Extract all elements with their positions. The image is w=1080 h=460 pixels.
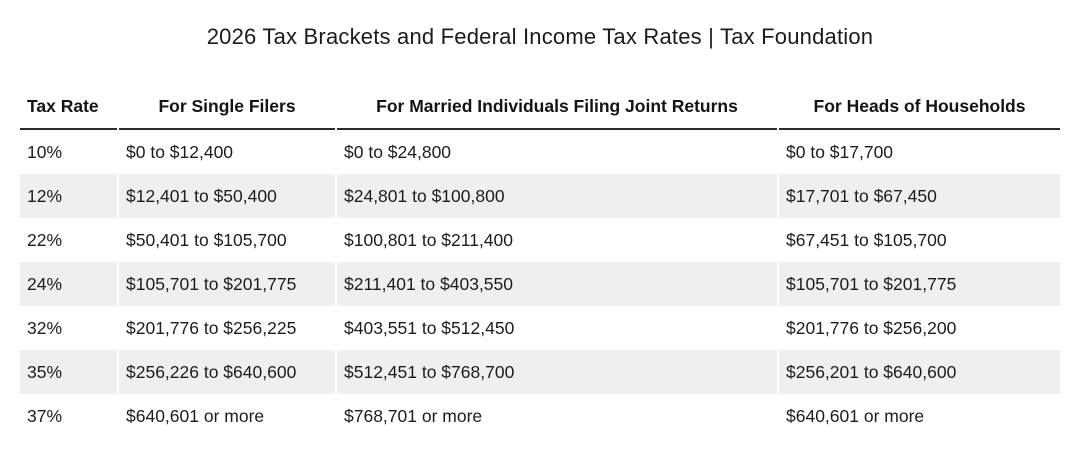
column-header-for-single-filers: For Single Filers <box>119 88 335 130</box>
table-row-24: 24% $105,701 to $201,775 $211,401 to $403,… <box>20 262 1060 306</box>
table-row-35: 35% $256,226 to $640,600 $512,451 to $768,… <box>20 350 1060 394</box>
table-row-32: 32% $201,776 to $256,225 $403,551 to $512,… <box>20 306 1060 350</box>
bracket-range-cell: $50,401 to $105,700 <box>126 230 287 250</box>
bracket-range-cell: $0 to $12,400 <box>126 142 234 162</box>
table-header: Tax Rate For Single Filers For Married Ind… <box>20 88 1060 130</box>
bracket-range-cell: $0 to $17,700 <box>786 142 894 162</box>
bracket-range-cell: $24,801 to $100,800 <box>337 174 777 218</box>
bracket-range-cell: $17,701 to $67,450 <box>779 174 1060 218</box>
column-header-for-married-individuals-filing-joint-returns: For Married Individuals Filing Joint Ret… <box>337 88 777 130</box>
tax-brackets-table: Tax Rate For Single Filers For Married Ind… <box>18 88 1062 438</box>
column-header-for-heads-of-households: For Heads of Households <box>779 88 1060 130</box>
table-row-37: 37% $640,601 or more $768,701 or more $640,… <box>20 394 1060 438</box>
table-row-22: 22% $50,401 to $105,700 $100,801 to $211,4… <box>20 218 1060 262</box>
tax-rate-cell: 37% <box>27 406 63 426</box>
bracket-range-cell: $201,776 to $256,200 <box>786 318 957 338</box>
bracket-range-cell: $0 to $24,800 <box>344 142 452 162</box>
tax-rate-cell: 35% <box>20 350 117 394</box>
bracket-range-cell: $403,551 to $512,450 <box>344 318 515 338</box>
page-title: 2026 Tax Brackets and Federal Income Tax… <box>206 24 874 49</box>
bracket-range-cell: $67,451 to $105,700 <box>786 230 947 250</box>
bracket-range-cell: $640,601 or more <box>126 406 265 426</box>
bracket-range-cell: $201,776 to $256,225 <box>126 318 297 338</box>
table-row-10: 10% $0 to $12,400 $0 to $24,800 $0 to $17,7… <box>20 130 1060 174</box>
bracket-range-cell: $105,701 to $201,775 <box>119 262 335 306</box>
tax-rate-cell: 12% <box>20 174 117 218</box>
tax-rate-cell: 32% <box>27 318 63 338</box>
bracket-range-cell: $211,401 to $403,550 <box>337 262 777 306</box>
bracket-range-cell: $105,701 to $201,775 <box>779 262 1060 306</box>
bracket-range-cell: $512,451 to $768,700 <box>337 350 777 394</box>
bracket-range-cell: $640,601 or more <box>786 406 925 426</box>
column-header-tax-rate: Tax Rate <box>20 88 117 130</box>
table-body: 10% $0 to $12,400 $0 to $24,800 $0 to $17,7… <box>20 130 1060 438</box>
bracket-range-cell: $100,801 to $211,400 <box>344 230 514 250</box>
tax-rate-cell: 10% <box>27 142 63 162</box>
tax-rate-cell: 24% <box>20 262 117 306</box>
tax-rate-cell: 22% <box>27 230 63 250</box>
bracket-range-cell: $12,401 to $50,400 <box>119 174 335 218</box>
bracket-range-cell: $256,201 to $640,600 <box>779 350 1060 394</box>
bracket-range-cell: $256,226 to $640,600 <box>119 350 335 394</box>
table-row-12: 12% $12,401 to $50,400 $24,801 to $100,800… <box>20 174 1060 218</box>
bracket-range-cell: $768,701 or more <box>344 406 483 426</box>
table-header-row: Tax Rate For Single Filers For Married Ind… <box>20 88 1060 130</box>
